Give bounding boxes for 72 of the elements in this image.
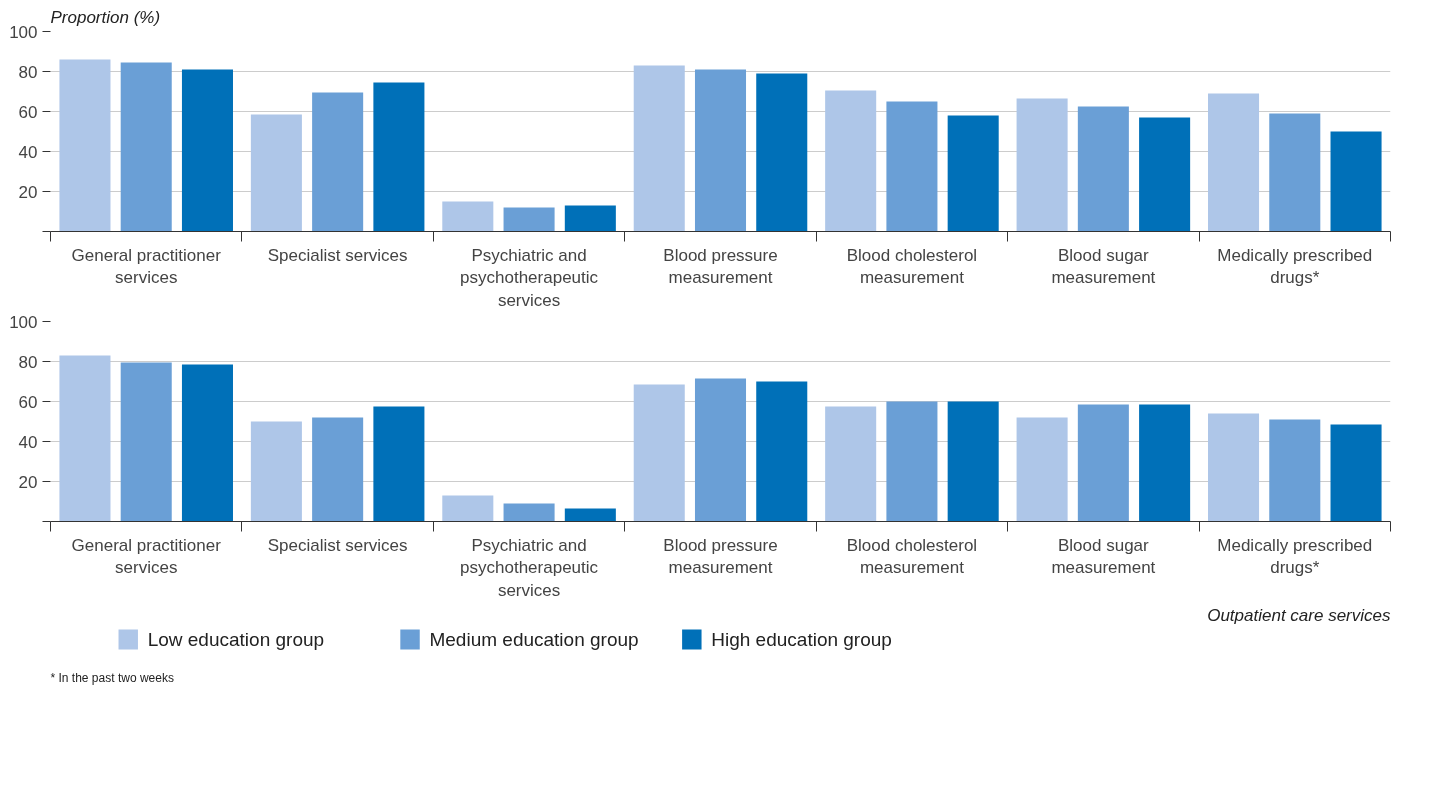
x-tick-label: Psychiatric and psychotherapeutic services [460,245,599,311]
y-tick-label: 40 [18,142,38,162]
bar [373,82,425,232]
bar [1208,413,1260,522]
bar [1139,404,1191,522]
y-tick-label: 100 [9,312,38,332]
bar [312,417,364,522]
bar [503,207,555,232]
bar [756,73,808,232]
x-tick-label: General practitioner services [71,245,222,288]
bar [120,362,172,522]
legend-label: High education group [711,629,892,650]
bar [1016,98,1068,232]
bar [250,421,302,522]
x-tick-label: Specialist services [267,535,408,555]
bar [694,378,747,522]
y-tick-label: 20 [18,182,38,202]
bar [633,384,685,522]
legend-label: Low education group [147,629,325,650]
bar [442,495,494,522]
bar [756,381,808,522]
x-tick-label: Blood pressure measurement [663,535,778,578]
bar [503,503,555,522]
bar [373,406,425,522]
bar [181,69,233,232]
bar [120,62,172,232]
bar [181,364,233,522]
y-tick-label: 60 [18,392,38,412]
x-tick-label: Blood sugar measurement [1051,535,1156,578]
x-axis-title: Outpatient care services [1207,605,1391,625]
bar [947,401,999,522]
y-tick-label: 80 [18,352,38,372]
bar [442,201,494,232]
bar [1016,417,1068,522]
bar [1077,404,1129,522]
bar [59,59,111,232]
bar [825,90,877,232]
bar [1330,424,1382,522]
bar [59,355,111,522]
bar [947,115,999,232]
y-axis-title: Proportion (%) [50,7,161,27]
bar [1139,117,1191,232]
y-tick-label: 100 [9,22,38,42]
bar [694,69,747,232]
x-tick-label: Specialist services [267,245,408,265]
bar [1208,93,1260,232]
bar [250,114,302,232]
bar [1269,113,1321,232]
y-tick-label: 40 [18,432,38,452]
x-tick-label: Psychiatric and psychotherapeutic services [460,535,599,601]
text: * In the past two weeks [50,670,174,685]
x-tick-label: Blood sugar measurement [1051,245,1156,288]
y-tick-label: 60 [18,102,38,122]
bar [1077,106,1129,232]
x-tick-label: General practitioner services [71,535,222,578]
legend-label: Medium education group [429,629,639,650]
x-tick-label: Blood cholesterol measurement [846,535,978,578]
bar [1269,419,1321,522]
bar [886,401,938,522]
bar [564,205,616,232]
bar [886,101,938,232]
x-tick-label: Medically prescribed drugs* [1217,535,1373,578]
bar [825,406,877,522]
bar [564,508,616,522]
y-tick-label: 80 [18,62,38,82]
x-tick-label: Blood pressure measurement [663,245,778,288]
bar [633,65,685,232]
bar [312,92,364,232]
x-tick-label: Blood cholesterol measurement [846,245,978,288]
bar [1330,131,1382,232]
x-tick-label: Medically prescribed drugs* [1217,245,1373,288]
y-tick-label: 20 [18,472,38,492]
